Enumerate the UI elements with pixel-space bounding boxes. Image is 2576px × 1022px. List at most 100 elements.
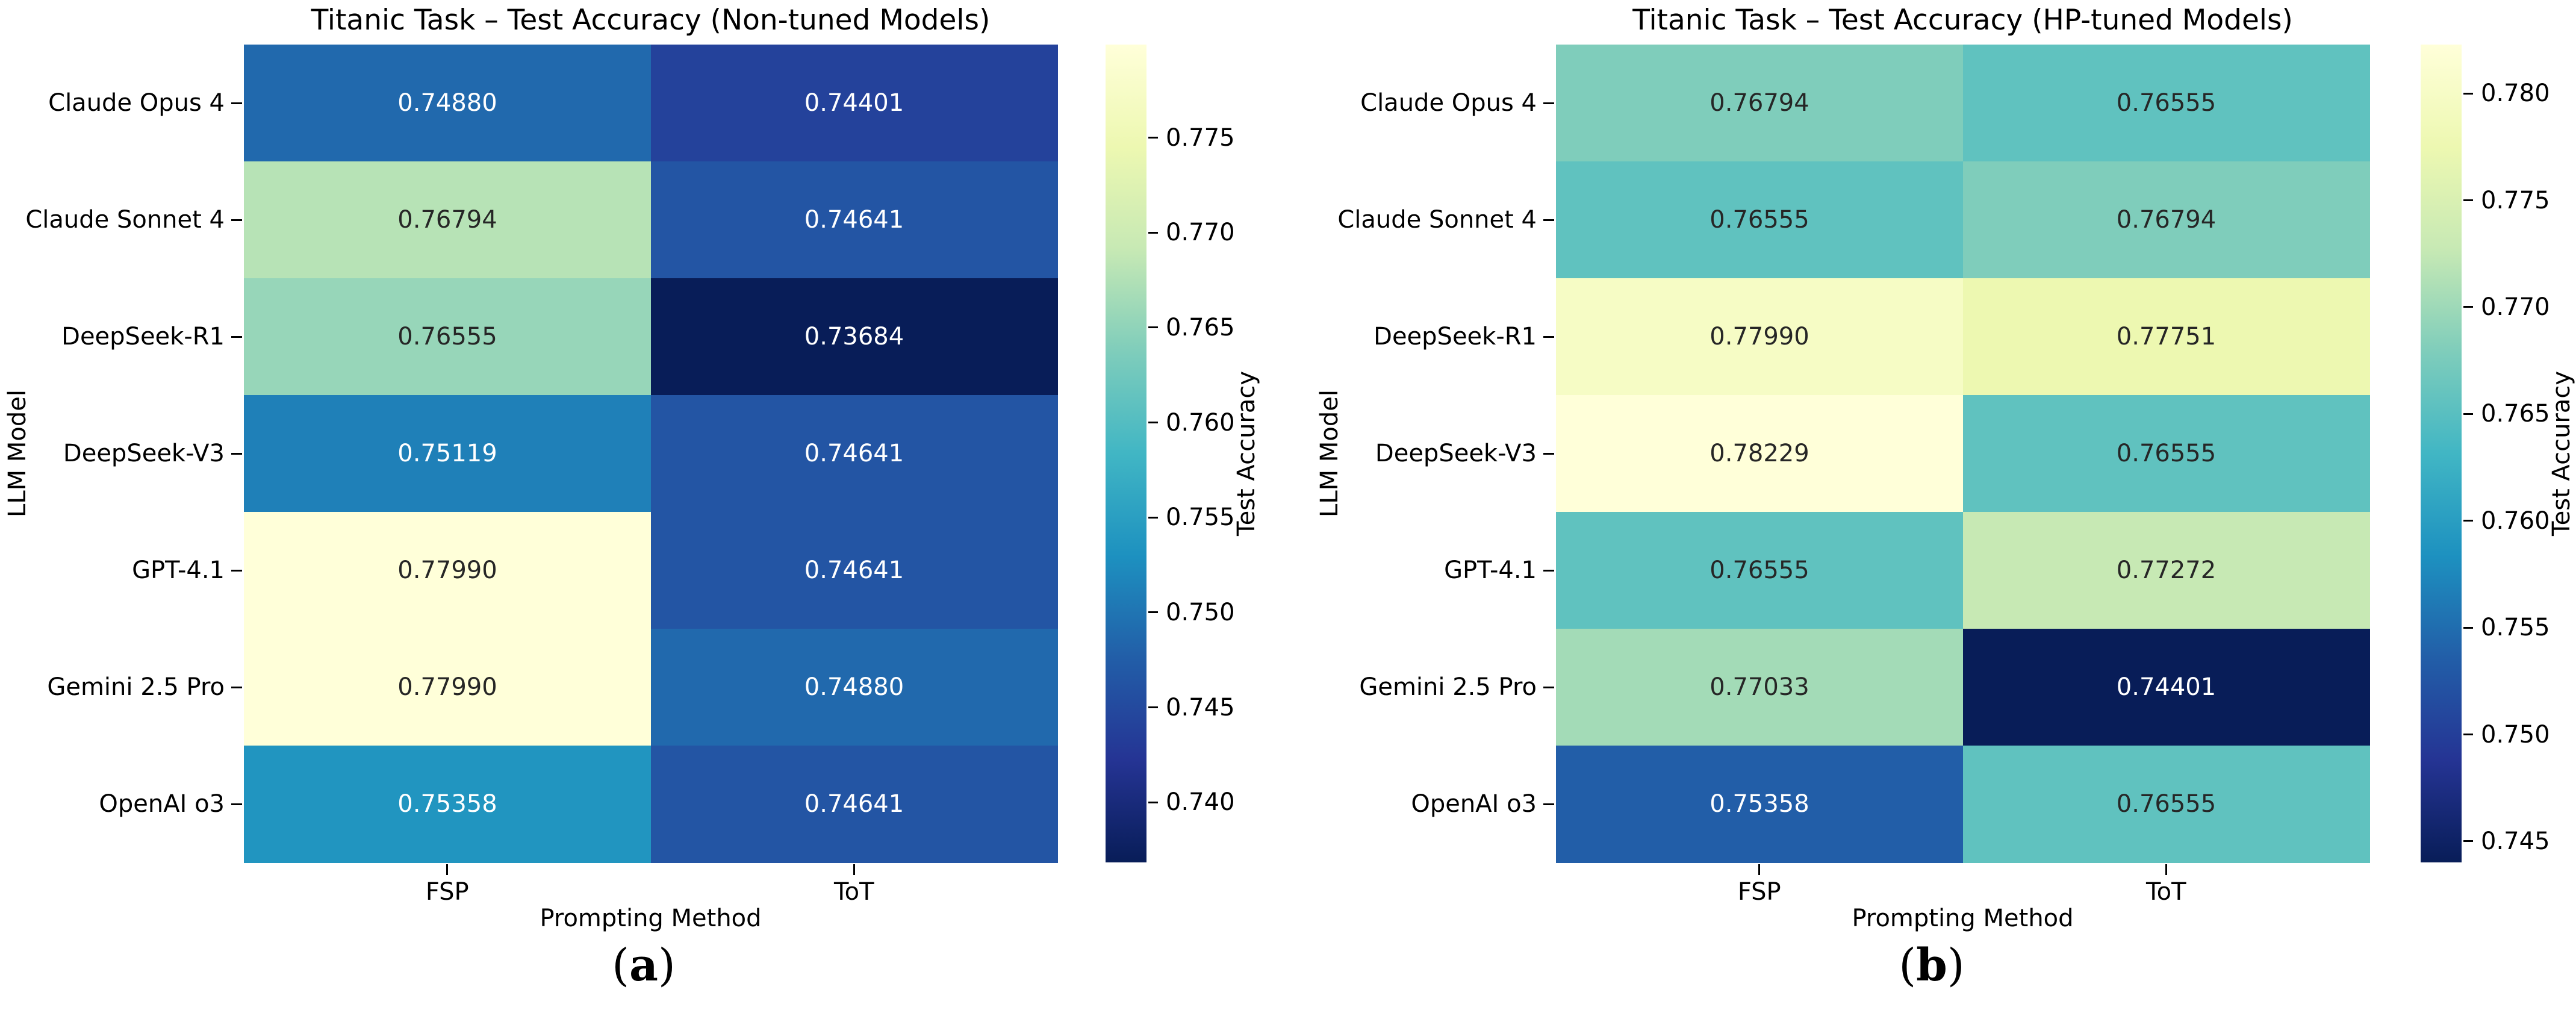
caption-b-letter: b [1916,939,1947,991]
heatmap-cell-value: 0.73684 [804,323,904,351]
heatmap-cell: 0.74641 [650,161,1058,279]
y-tick-label: Claude Opus 4 [48,89,225,117]
colorbar-tick-mark [2463,199,2473,202]
colorbar-tick-label: 0.760 [2481,506,2550,535]
x-tick-mark [446,864,449,875]
heatmap-cell-value: 0.77990 [1710,323,1809,351]
y-tick-label: Gemini 2.5 Pro [47,673,225,701]
panel-a-x-axis-label: Prompting Method [540,905,762,932]
heatmap-cell-value: 0.77751 [2116,323,2217,351]
colorbar-tick-label: 0.745 [1166,693,1235,721]
colorbar-tick-label: 0.775 [2481,186,2550,214]
y-tick-label: OpenAI o3 [1411,790,1537,818]
heatmap-cell-value: 0.74641 [804,790,904,818]
heatmap-cell: 0.77990 [244,512,651,629]
y-tick-label: GPT-4.1 [1444,556,1537,584]
heatmap-cell: 0.74401 [650,45,1058,162]
colorbar-tick-label: 0.745 [2481,827,2550,855]
colorbar-tick-label: 0.755 [2481,614,2550,642]
caption-b-close: ) [1947,939,1965,991]
heatmap-cell-value: 0.75358 [1710,790,1809,818]
colorbar-tick-mark [1148,516,1158,519]
colorbar-tick-label: 0.760 [1166,408,1235,437]
heatmap-cell: 0.76794 [244,161,651,279]
x-tick-mark [1758,864,1761,875]
colorbar-tick-label: 0.765 [1166,313,1235,341]
colorbar-tick-mark [2463,306,2473,308]
heatmap-cell-value: 0.76555 [2116,440,2217,468]
heatmap-cell-value: 0.76555 [2116,790,2217,818]
y-tick-mark [231,452,242,455]
x-tick-label: ToT [833,878,874,906]
heatmap-cell-value: 0.74880 [397,89,497,117]
heatmap-cell: 0.76555 [1556,161,1963,279]
colorbar-tick-mark [2463,520,2473,522]
colorbar-tick-label: 0.750 [2481,720,2550,749]
x-tick-label: FSP [1737,878,1781,906]
colorbar-tick-label: 0.775 [1166,123,1235,152]
colorbar-tick-mark [1148,422,1158,424]
heatmap-cell: 0.74880 [244,45,651,162]
y-tick-label: OpenAI o3 [99,790,225,818]
y-tick-mark [231,102,242,104]
y-tick-label: DeepSeek-V3 [63,440,225,467]
heatmap-cell: 0.77033 [1556,629,1963,746]
colorbar-tick-label: 0.755 [1166,503,1235,532]
heatmap-cell-value: 0.76555 [397,323,497,351]
y-tick-mark [231,686,242,688]
heatmap-cell-value: 0.75358 [397,790,497,818]
colorbar-tick-mark [2463,413,2473,415]
x-tick-mark [853,864,855,875]
heatmap-cell-value: 0.78229 [1710,440,1809,468]
heatmap-cell: 0.76794 [1962,161,2370,279]
colorbar-tick-label: 0.750 [1166,598,1235,626]
panel-b-colorbar-label: Test Accuracy [2548,370,2575,537]
panel-a-caption: (a) [523,939,764,991]
heatmap-cell: 0.74641 [650,395,1058,513]
heatmap-cell: 0.76555 [1962,45,2370,162]
heatmap-cell: 0.75358 [244,746,651,863]
x-tick-mark [2165,864,2167,875]
heatmap-cell: 0.76555 [1556,512,1963,629]
panel-b-title: Titanic Task – Test Accuracy (HP-tuned M… [1632,4,2293,37]
colorbar-tick-label: 0.770 [2481,293,2550,321]
caption-a-close: ) [658,939,676,991]
colorbar-tick-mark [2463,734,2473,735]
heatmap-cell: 0.74880 [650,629,1058,746]
heatmap-cell: 0.74641 [650,512,1058,629]
colorbar-tick-mark [1148,326,1158,329]
heatmap-cell-value: 0.74880 [804,673,904,702]
x-tick-label: FSP [425,878,469,906]
colorbar-tick-label: 0.740 [1166,788,1235,817]
heatmap-cell: 0.77990 [244,629,651,746]
y-tick-mark [1543,452,1554,455]
y-tick-mark [1543,102,1554,104]
heatmap-cell: 0.76794 [1556,45,1963,162]
panel-b-caption: (b) [1811,939,2052,991]
heatmap-cell: 0.76555 [1962,746,2370,863]
heatmap-cell-value: 0.74641 [804,556,904,585]
y-tick-mark [231,335,242,338]
heatmap-cell: 0.76555 [1962,395,2370,513]
heatmap-cell-value: 0.77990 [397,556,497,585]
heatmap-cell: 0.77990 [1556,278,1963,396]
y-tick-label: DeepSeek-R1 [1374,323,1537,351]
panel-b-x-axis-label: Prompting Method [1852,905,2074,932]
y-tick-label: Claude Sonnet 4 [1337,206,1537,234]
heatmap-cell-value: 0.74641 [804,206,904,234]
colorbar-tick-mark [2463,626,2473,629]
y-tick-mark [1543,569,1554,572]
colorbar-tick-mark [1148,706,1158,709]
heatmap-cell: 0.73684 [650,278,1058,396]
y-tick-mark [1543,219,1554,221]
heatmap-cell-value: 0.74401 [2116,673,2217,702]
colorbar-tick-label: 0.770 [1166,219,1235,247]
heatmap-cell: 0.78229 [1556,395,1963,513]
y-tick-mark [231,219,242,221]
y-tick-mark [1543,335,1554,338]
heatmap-cell: 0.77751 [1962,278,2370,396]
heatmap-cell: 0.75119 [244,395,651,513]
colorbar [2421,45,2462,862]
colorbar-tick-mark [1148,801,1158,803]
